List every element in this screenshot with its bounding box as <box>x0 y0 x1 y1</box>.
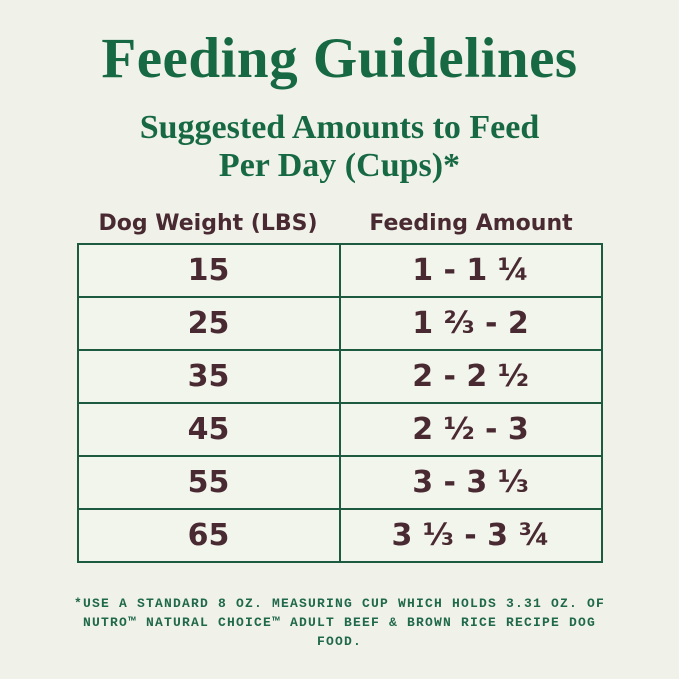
feeding-table-section: Dog Weight (LBS) Feeding Amount 15 1 - 1… <box>76 211 603 564</box>
dog-weight-cell: 45 <box>79 404 341 456</box>
feeding-amount-cell: 3 ⅓ - 3 ¾ <box>391 518 550 554</box>
page-title: Feeding Guidelines <box>101 27 578 90</box>
table-row: 55 3 - 3 ⅓ <box>78 457 601 511</box>
dog-weight-cell: 15 <box>79 245 341 297</box>
column-header-dog-weight: Dog Weight (LBS) <box>98 211 318 237</box>
dog-weight-cell: 25 <box>79 298 341 350</box>
feeding-amount-cell: 3 - 3 ⅓ <box>412 465 529 501</box>
dog-weight-cell: 65 <box>79 510 341 562</box>
footnote: *USE A STANDARD 8 OZ. MEASURING CUP WHIC… <box>60 595 620 652</box>
page-subtitle: Suggested Amounts to Feed Per Day (Cups)… <box>0 109 679 185</box>
table-row: 65 3 ⅓ - 3 ¾ <box>79 510 601 562</box>
feeding-amount-cell: 2 - 2 ½ <box>412 359 529 395</box>
column-header-feeding-amount: Feeding Amount <box>369 211 573 237</box>
table-row: 25 1 ⅔ - 2 <box>78 298 601 352</box>
footnote-line-1: *USE A STANDARD 8 OZ. MEASURING CUP WHIC… <box>73 596 606 612</box>
feeding-amount-cell: 1 - 1 ¼ <box>412 253 529 289</box>
footnote-line-2: NUTRO™ NATURAL CHOICE™ ADULT BEEF & BROW… <box>82 615 597 649</box>
feeding-amount-cell: 1 ⅔ - 2 <box>412 306 529 342</box>
subtitle-line-1: Suggested Amounts to Feed <box>139 109 540 146</box>
table-row: 15 1 - 1 ¼ <box>78 245 601 299</box>
column-headers: Dog Weight (LBS) Feeding Amount <box>77 211 603 236</box>
table-row: 35 2 - 2 ½ <box>78 351 601 405</box>
dog-weight-cell: 55 <box>79 457 341 509</box>
table-row: 45 2 ½ - 3 <box>78 404 601 458</box>
feeding-table: 15 1 - 1 ¼ 25 1 ⅔ - 2 35 2 - 2 ½ 45 2 ½ … <box>76 243 603 564</box>
dog-weight-cell: 35 <box>79 351 341 403</box>
subtitle-line-2: Per Day (Cups)* <box>218 147 461 185</box>
feeding-amount-cell: 2 ½ - 3 <box>412 412 529 448</box>
